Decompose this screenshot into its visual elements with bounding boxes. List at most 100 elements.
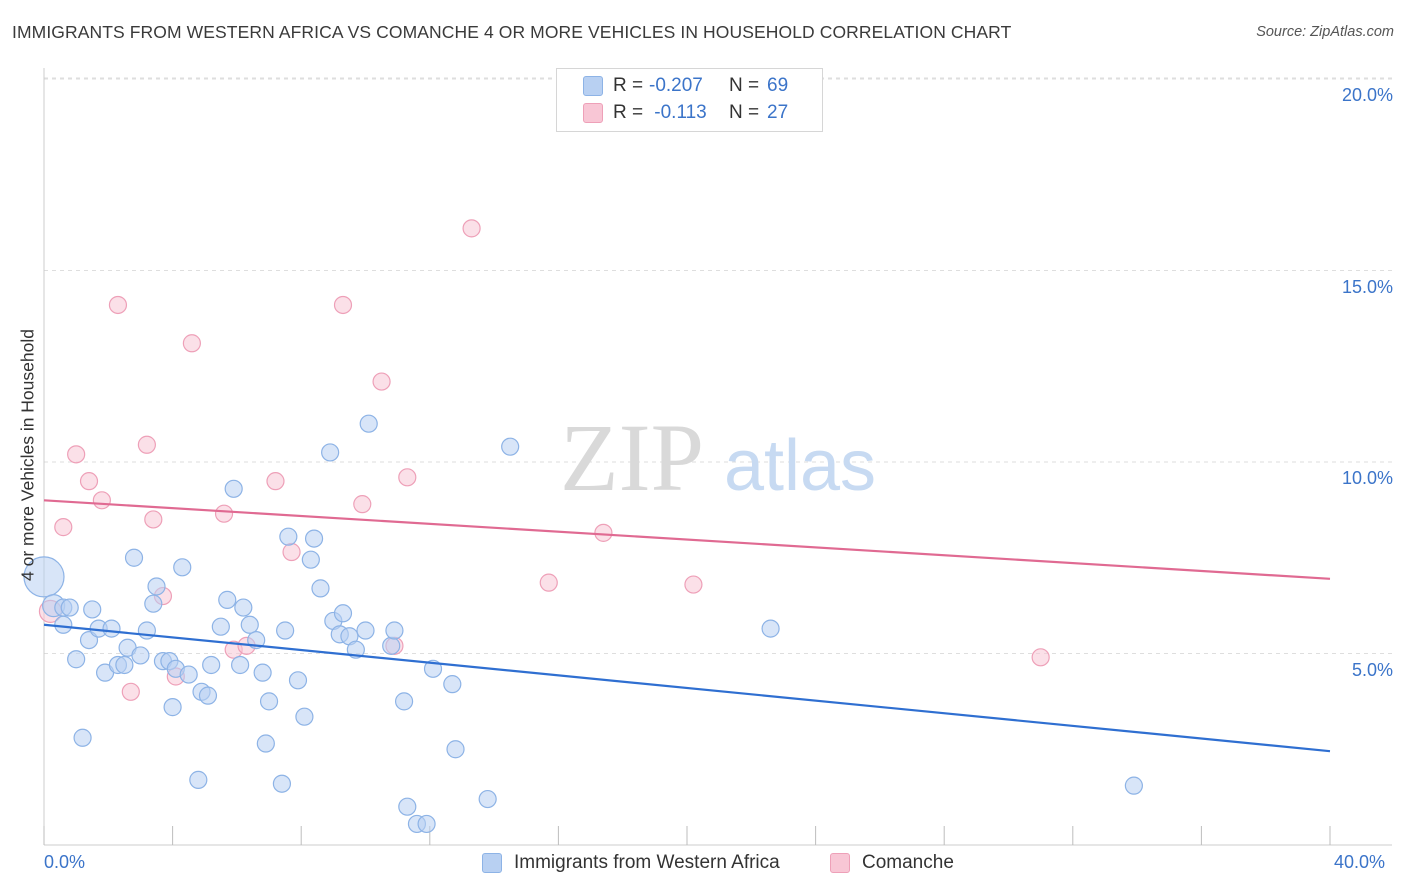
correlation-legend: R = -0.207 N = 69 R = -0.113 N = 27 (556, 68, 823, 132)
point-comanche (54, 518, 73, 537)
point-western-africa (23, 556, 65, 598)
point-western-africa (423, 659, 443, 678)
point-western-africa (304, 529, 324, 548)
point-western-africa (761, 619, 780, 638)
point-comanche (144, 510, 163, 529)
source-credit: Source: ZipAtlas.com (1256, 24, 1394, 40)
point-western-africa (202, 655, 221, 675)
point-western-africa (311, 579, 330, 598)
point-comanche (137, 435, 156, 454)
point-western-africa (394, 692, 414, 711)
point-comanche (121, 682, 140, 701)
point-western-africa (144, 594, 163, 613)
legend-n-value: 69 (767, 75, 789, 96)
point-western-africa (256, 734, 275, 753)
point-western-africa (147, 577, 166, 596)
legend-n-value: 27 (767, 102, 789, 123)
point-western-africa (276, 621, 295, 640)
point-western-africa (295, 707, 314, 726)
point-western-africa (102, 619, 121, 638)
point-western-africa (301, 550, 320, 569)
point-western-africa (288, 671, 308, 690)
point-western-africa (124, 548, 144, 567)
axes (43, 68, 1392, 846)
y-tick-label: 20.0% (1341, 85, 1393, 105)
point-western-africa (131, 646, 150, 665)
point-western-africa (218, 590, 237, 609)
point-comanche (398, 468, 417, 487)
watermark-atlas: atlas (724, 426, 876, 506)
legend-item-western-africa: Immigrants from Western Africa (482, 852, 780, 874)
point-comanche (282, 542, 301, 562)
point-western-africa (446, 740, 465, 759)
point-western-africa (234, 598, 253, 617)
chart-title: IMMIGRANTS FROM WESTERN AFRICA VS COMANC… (12, 22, 1012, 42)
watermark: ZIP atlas (560, 404, 876, 511)
legend-swatch-pink (830, 853, 850, 873)
legend-row-comanche: R = -0.113 N = 27 (583, 100, 788, 126)
trend-lines (43, 499, 1331, 753)
point-western-africa (83, 600, 102, 619)
point-comanche (67, 445, 86, 464)
point-western-africa (398, 797, 417, 816)
point-comanche (214, 504, 234, 523)
point-western-africa (272, 774, 292, 793)
point-comanche (462, 219, 481, 238)
point-comanche (539, 573, 558, 592)
y-tick-label: 5.0% (1351, 659, 1393, 680)
legend-swatch-blue (482, 853, 502, 873)
point-western-africa (54, 615, 73, 634)
legend-r-value: -0.207 (649, 75, 703, 96)
x-tick-label-min: 0.0% (44, 852, 86, 872)
point-comanche (108, 295, 128, 315)
point-western-africa (173, 558, 192, 577)
trend-line-comanche (43, 499, 1331, 580)
point-western-africa (382, 636, 401, 655)
data-points (23, 219, 1143, 834)
legend-swatch-blue (583, 76, 603, 96)
point-western-africa (359, 414, 378, 433)
legend-item-comanche: Comanche (830, 852, 954, 874)
legend-r-value: -0.113 (649, 102, 707, 123)
point-western-africa (198, 686, 218, 705)
legend-n-label: N = (729, 102, 760, 123)
y-axis-title: 4 or more Vehicles in Household (17, 329, 38, 581)
y-tick-label: 15.0% (1341, 276, 1393, 297)
legend-label-western-africa: Immigrants from Western Africa (514, 852, 780, 873)
point-western-africa (501, 437, 520, 456)
legend-r-label: R = (613, 75, 644, 96)
point-comanche (594, 523, 613, 542)
point-comanche (1031, 648, 1050, 667)
point-western-africa (240, 615, 259, 634)
point-comanche (353, 495, 372, 514)
gridlines (44, 77, 1392, 654)
point-western-africa (333, 604, 353, 623)
point-comanche (684, 575, 703, 594)
point-western-africa (73, 728, 92, 747)
legend-swatch-pink (583, 103, 603, 123)
point-western-africa (67, 650, 86, 669)
point-comanche (92, 491, 111, 510)
point-western-africa (253, 663, 272, 682)
point-western-africa (417, 814, 436, 834)
y-tick-label: 10.0% (1341, 468, 1393, 488)
point-comanche (182, 334, 201, 353)
point-western-africa (279, 527, 298, 546)
point-western-africa (356, 621, 375, 640)
x-tick-label-max: 40.0% (1334, 852, 1386, 872)
legend-label-comanche: Comanche (862, 852, 954, 873)
point-western-africa (321, 443, 340, 462)
point-western-africa (443, 675, 462, 694)
point-western-africa (231, 655, 250, 675)
watermark-zip: ZIP (560, 404, 704, 511)
point-western-africa (259, 692, 279, 711)
point-western-africa (60, 598, 79, 617)
point-western-africa (224, 479, 243, 498)
point-comanche (79, 472, 99, 491)
point-western-africa (1124, 776, 1143, 795)
point-western-africa (163, 698, 182, 717)
point-comanche (372, 372, 391, 391)
legend-n-label: N = (729, 75, 760, 96)
legend-r-label: R = (613, 102, 644, 123)
